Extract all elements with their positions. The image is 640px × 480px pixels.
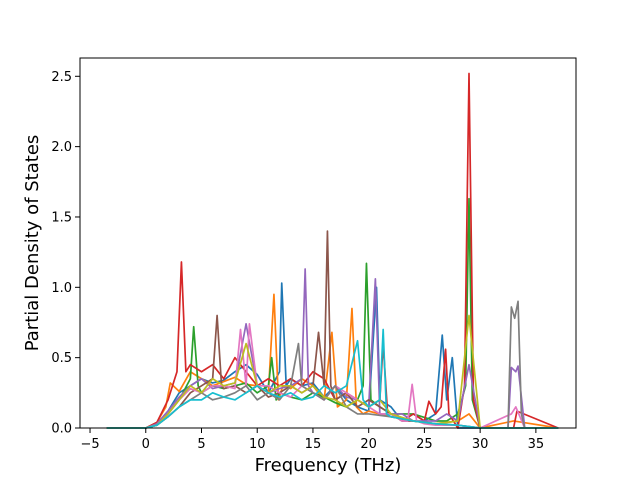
x-axis-label: Frequency (THz) [255, 455, 402, 476]
x-tick-label: 25 [416, 437, 433, 452]
x-tick-label: 0 [142, 437, 150, 452]
x-axis-ticks: −5 0 5 10 15 20 25 30 35 [80, 428, 544, 452]
y-axis-label: Partial Density of States [22, 135, 43, 352]
plot-frame [79, 57, 577, 429]
y-tick-label: 0.0 [51, 422, 72, 437]
x-tick-label: 20 [360, 437, 377, 452]
x-tick-label: −5 [80, 437, 99, 452]
x-tick-label: 30 [472, 437, 489, 452]
y-axis-ticks: 0.0 0.5 1.0 1.5 2.0 2.5 [51, 70, 80, 437]
x-tick-label: 35 [528, 437, 545, 452]
y-tick-label: 1.5 [51, 210, 72, 225]
x-tick-label: 5 [197, 437, 205, 452]
x-tick-label: 15 [305, 437, 322, 452]
y-tick-label: 2.5 [51, 70, 72, 85]
series-line-10 [106, 328, 559, 429]
x-tick-label: 10 [249, 437, 266, 452]
y-tick-label: 0.5 [51, 351, 72, 366]
series-layer [106, 72, 559, 429]
y-tick-label: 1.0 [51, 281, 72, 296]
series-line-8 [106, 300, 559, 429]
y-tick-label: 2.0 [51, 140, 72, 155]
